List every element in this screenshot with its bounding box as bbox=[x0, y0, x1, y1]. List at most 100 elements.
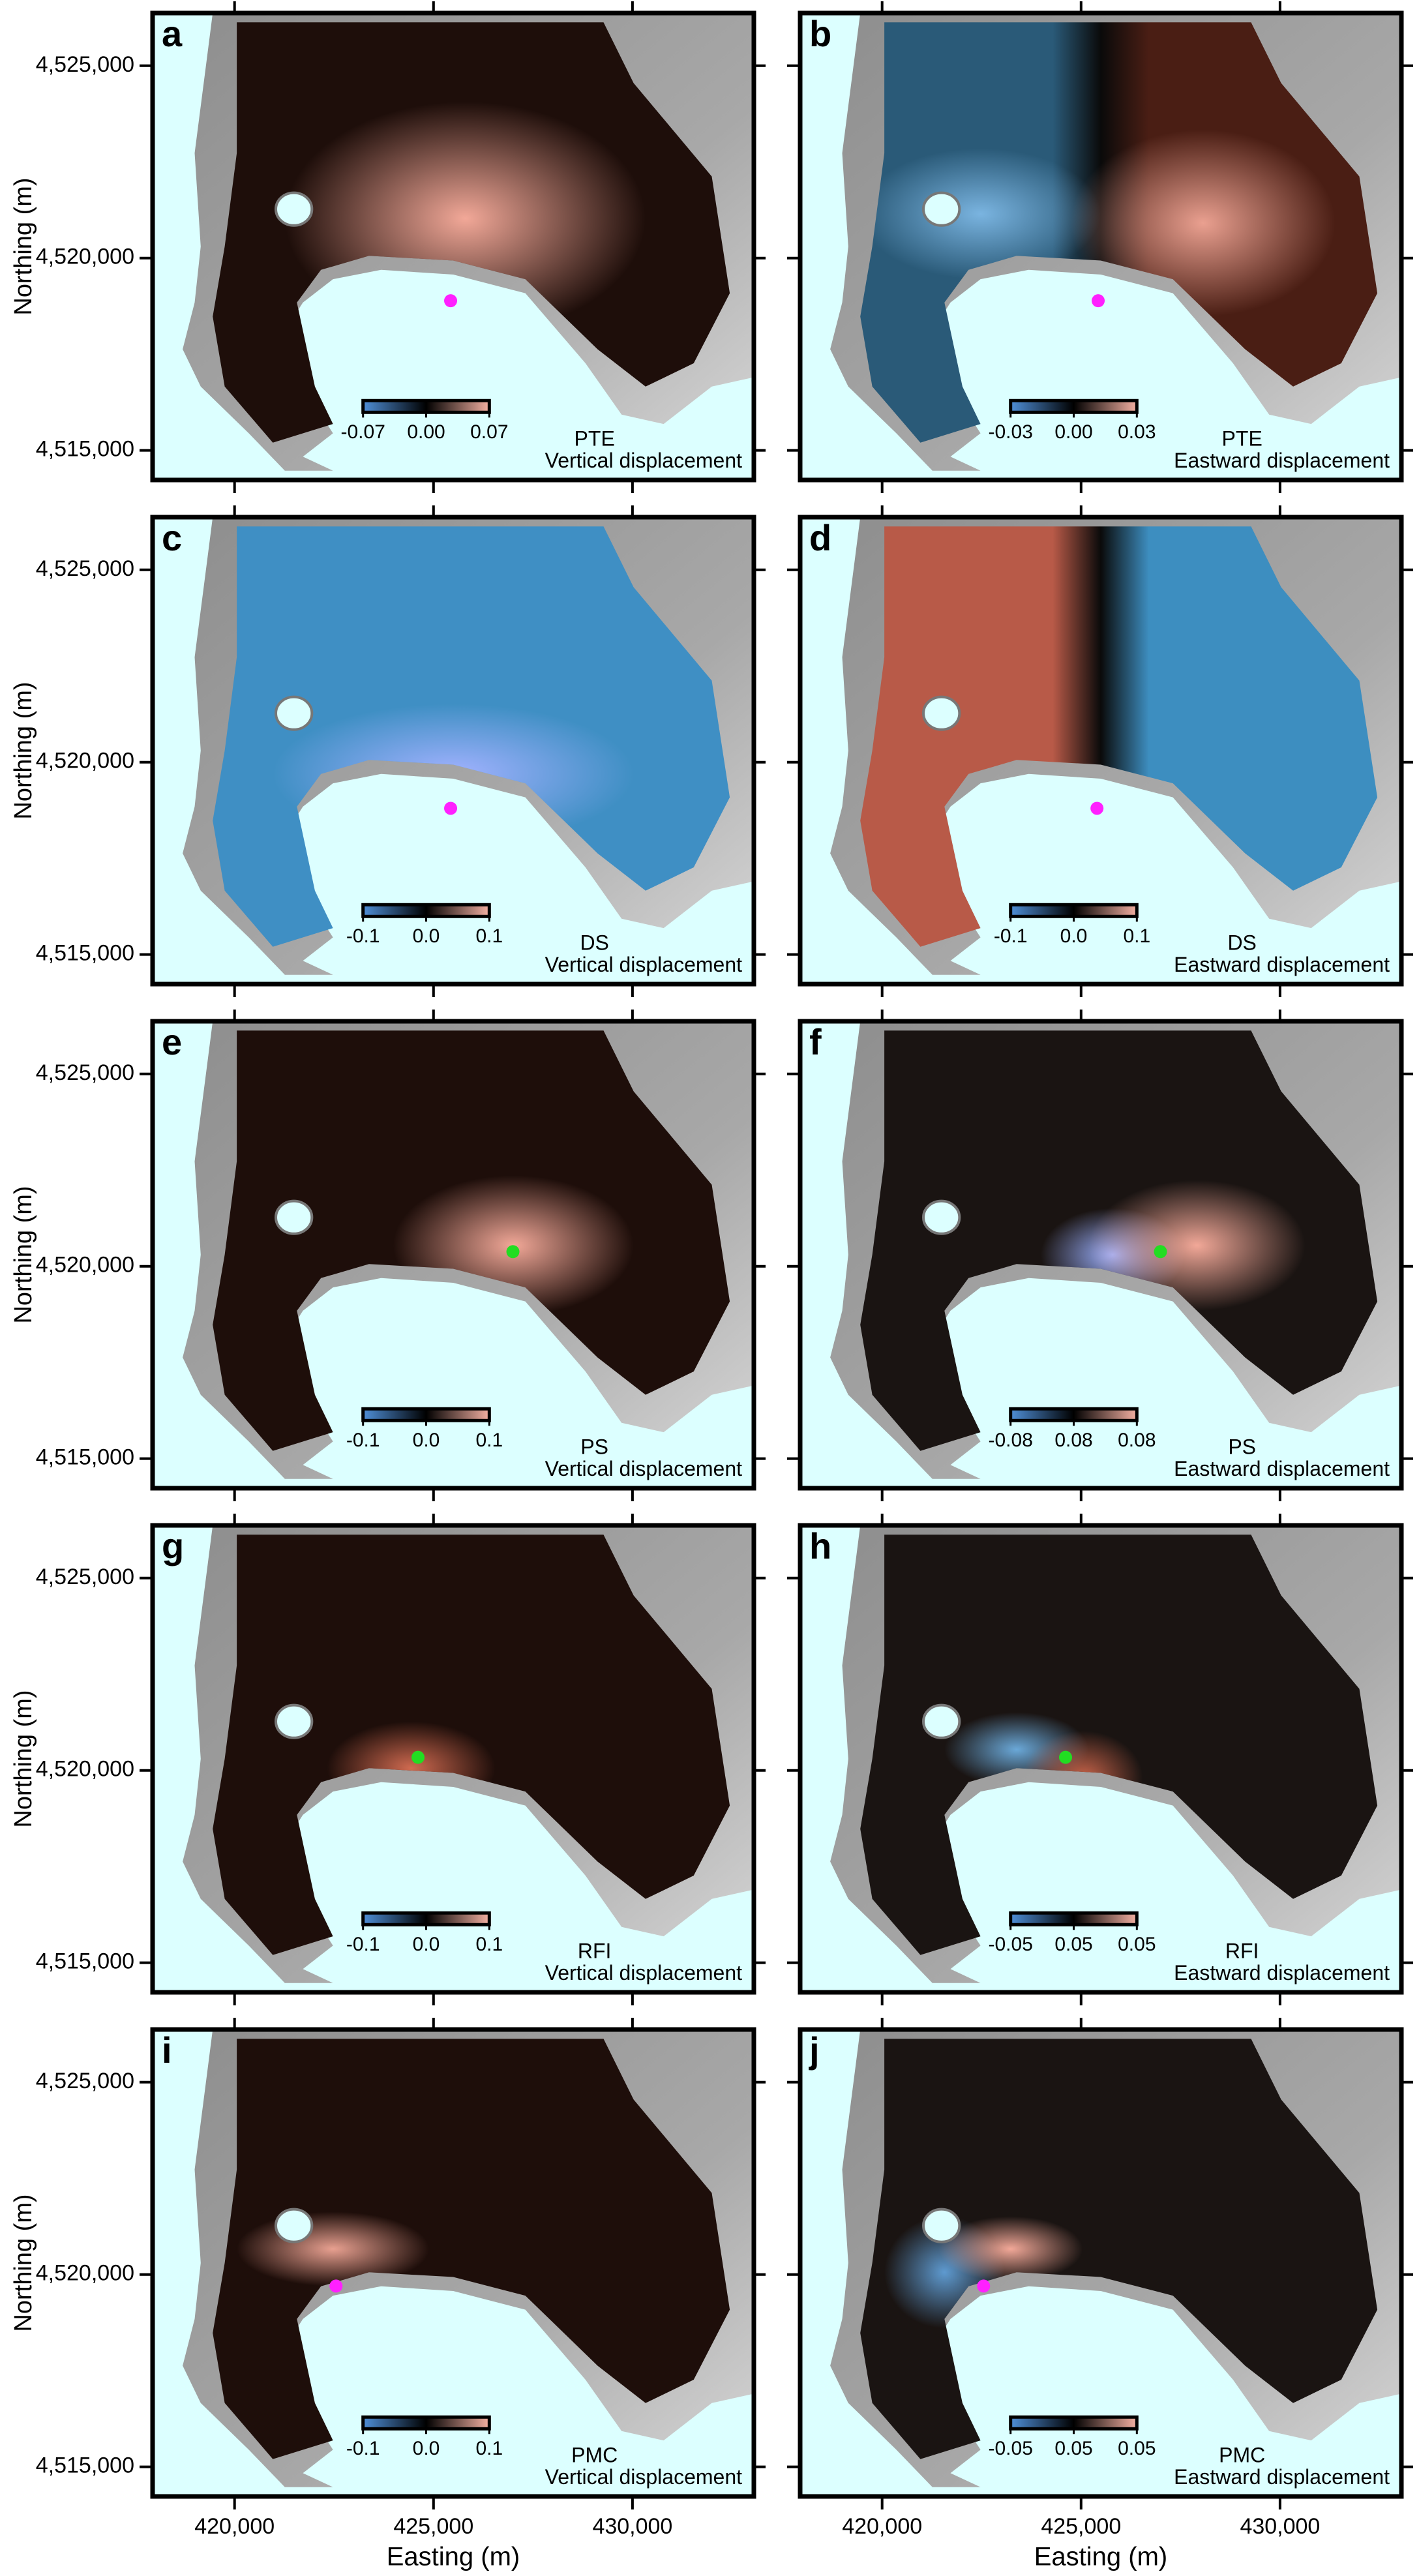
source-location bbox=[1092, 294, 1105, 308]
colorbar-label: 0.08 bbox=[1118, 1430, 1156, 1451]
component-label: Vertical displacement bbox=[545, 2465, 742, 2489]
colorbar-label: -0.1 bbox=[346, 2438, 380, 2459]
colorbar-label: 0.0 bbox=[413, 1934, 440, 1955]
y-tick-label: 4,515,000 bbox=[36, 2453, 134, 2478]
panel-frame bbox=[798, 515, 1404, 987]
x-tick-label: 425,000 bbox=[393, 2514, 473, 2539]
y-tick-label: 4,525,000 bbox=[36, 1565, 134, 1589]
source-location bbox=[1154, 1245, 1167, 1259]
x-tick-label: 420,000 bbox=[842, 2514, 922, 2539]
model-label: PS bbox=[580, 1435, 608, 1459]
panel-letter: a bbox=[162, 13, 183, 54]
panel-frame bbox=[150, 515, 756, 987]
colorbar-label: 0.00 bbox=[1054, 421, 1092, 443]
lake bbox=[275, 695, 314, 731]
colorbar-label: 0.05 bbox=[1118, 1934, 1156, 1955]
x-tick-label: 420,000 bbox=[194, 2514, 275, 2539]
model-label: PTE bbox=[575, 427, 615, 451]
lake bbox=[275, 1199, 314, 1235]
colorbar-label: -0.1 bbox=[346, 1430, 380, 1451]
lake bbox=[922, 2208, 961, 2243]
colorbar-label: 0.03 bbox=[1118, 421, 1156, 443]
colorbar-label: 0.1 bbox=[475, 2438, 503, 2459]
colorbar-label: -0.05 bbox=[989, 1934, 1033, 1955]
panel-letter: b bbox=[809, 13, 831, 54]
y-tick-label: 4,520,000 bbox=[36, 2261, 134, 2286]
x-tick-label: 430,000 bbox=[592, 2514, 672, 2539]
colorbar-label: -0.1 bbox=[346, 925, 380, 947]
lake bbox=[922, 1703, 961, 1739]
model-label: DS bbox=[580, 931, 608, 955]
panel-frame bbox=[798, 10, 1404, 483]
field-glow bbox=[860, 148, 1101, 280]
model-label: PS bbox=[1228, 1435, 1256, 1459]
map-panel: a 4,515,000 4,520,000 4,525,000 Northing (m)… bbox=[10, 1, 766, 493]
field-glow bbox=[1088, 1180, 1306, 1311]
map-panel: c 4,515,000 4,520,000 4,525,000 Northing (m)… bbox=[10, 505, 766, 997]
lake bbox=[275, 191, 314, 227]
component-label: Vertical displacement bbox=[545, 1457, 742, 1480]
y-tick-label: 4,515,000 bbox=[36, 437, 134, 462]
source-location bbox=[506, 1245, 520, 1259]
panel-letter: i bbox=[162, 2029, 172, 2071]
x-tick-label: 425,000 bbox=[1041, 2514, 1121, 2539]
x-axis-label: Easting (m) bbox=[387, 2543, 520, 2571]
colorbar-label: 0.07 bbox=[470, 421, 508, 443]
y-tick-label: 4,515,000 bbox=[36, 1949, 134, 1974]
y-tick-label: 4,525,000 bbox=[36, 2069, 134, 2093]
colorbar-label: 0.1 bbox=[1123, 925, 1150, 947]
panel-frame bbox=[150, 10, 756, 483]
lake bbox=[922, 191, 961, 227]
colorbar-label: 0.1 bbox=[475, 1934, 503, 1955]
panel-letter: h bbox=[809, 1525, 831, 1566]
component-label: Eastward displacement bbox=[1174, 449, 1390, 472]
model-label: RFI bbox=[578, 1939, 612, 1963]
source-location bbox=[977, 2279, 991, 2293]
lake bbox=[922, 695, 961, 731]
panel-frame bbox=[798, 2027, 1404, 2499]
y-tick-label: 4,525,000 bbox=[36, 1060, 134, 1085]
colorbar-label: -0.1 bbox=[346, 1934, 380, 1955]
colorbar bbox=[1009, 1911, 1139, 1926]
colorbar bbox=[1009, 903, 1139, 918]
panel-letter: j bbox=[809, 2029, 820, 2071]
colorbar-label: -0.03 bbox=[989, 421, 1033, 443]
colorbar bbox=[361, 1407, 491, 1422]
lake bbox=[275, 2208, 314, 2243]
model-label: PMC bbox=[1219, 2444, 1265, 2467]
model-label: DS bbox=[1227, 931, 1256, 955]
panel-frame bbox=[150, 2027, 756, 2499]
map-panel: i 420,000 425,000 430,000 4,515,000 4,520,000… bbox=[10, 2018, 766, 2571]
y-tick-label: 4,515,000 bbox=[36, 1445, 134, 1470]
colorbar-label: 0.0 bbox=[413, 925, 440, 947]
colorbar bbox=[1009, 1407, 1139, 1422]
field-glow bbox=[1070, 130, 1336, 317]
y-tick-label: 4,520,000 bbox=[36, 1253, 134, 1278]
component-label: Eastward displacement bbox=[1174, 953, 1390, 976]
lake bbox=[275, 1703, 314, 1739]
panel-frame bbox=[798, 1523, 1404, 1995]
colorbar-label: 0.0 bbox=[413, 2438, 440, 2459]
y-axis-label: Northing (m) bbox=[10, 2194, 37, 2331]
source-location bbox=[329, 2279, 343, 2293]
colorbar-label: -0.07 bbox=[341, 421, 385, 443]
panel-frame bbox=[150, 1019, 756, 1491]
y-tick-label: 4,515,000 bbox=[36, 941, 134, 966]
panel-letter: c bbox=[162, 517, 182, 558]
model-label: PTE bbox=[1222, 427, 1262, 451]
y-tick-label: 4,520,000 bbox=[36, 749, 134, 773]
y-tick-label: 4,520,000 bbox=[36, 1757, 134, 1782]
lake bbox=[922, 1199, 961, 1235]
y-axis-label: Northing (m) bbox=[10, 681, 37, 819]
panel-letter: f bbox=[809, 1021, 822, 1062]
colorbar-label: 0.1 bbox=[475, 925, 503, 947]
y-tick-label: 4,520,000 bbox=[36, 245, 134, 269]
component-label: Vertical displacement bbox=[545, 953, 742, 976]
y-axis-label: Northing (m) bbox=[10, 177, 37, 315]
